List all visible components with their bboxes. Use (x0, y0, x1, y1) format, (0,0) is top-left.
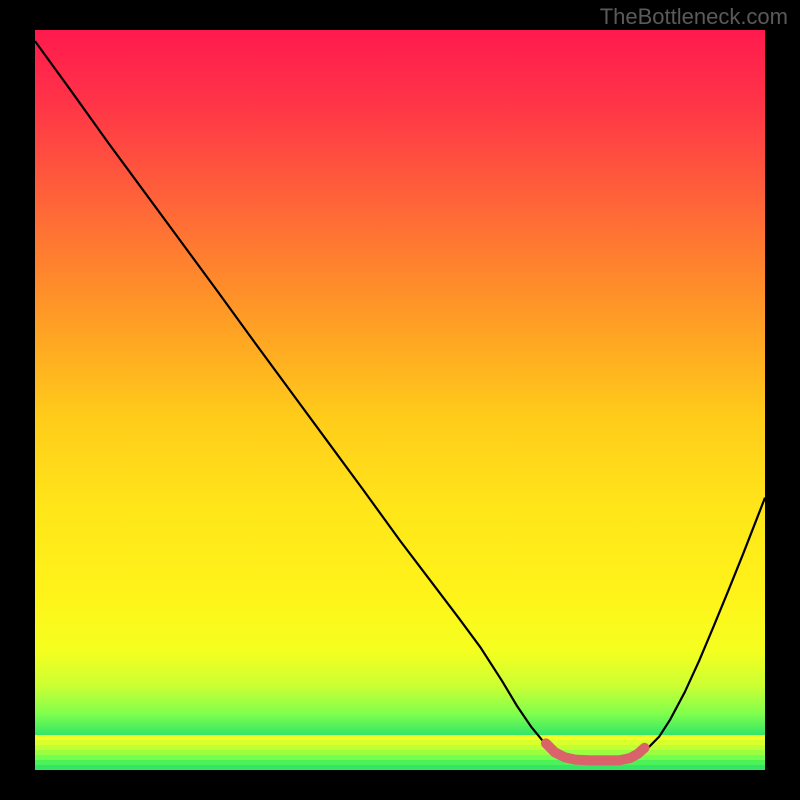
watermark-text: TheBottleneck.com (600, 4, 788, 30)
chart-container: TheBottleneck.com (0, 0, 800, 800)
plot-svg (35, 30, 765, 770)
plot-area (35, 30, 765, 770)
